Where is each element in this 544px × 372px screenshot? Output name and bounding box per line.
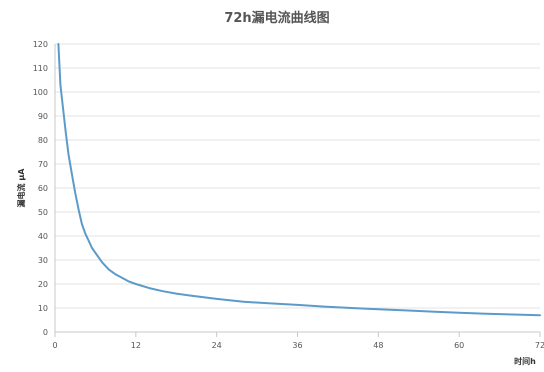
y-tick-label: 30 bbox=[38, 256, 48, 265]
y-tick-label: 50 bbox=[38, 208, 48, 217]
x-axis-label: 时间h bbox=[514, 356, 536, 366]
y-tick-label: 90 bbox=[38, 112, 48, 121]
y-tick-label: 120 bbox=[33, 40, 48, 49]
y-tick-label: 70 bbox=[38, 160, 48, 169]
axes bbox=[54, 44, 541, 337]
series-line bbox=[57, 43, 541, 317]
x-tick-label: 0 bbox=[52, 341, 57, 350]
x-tick-label: 48 bbox=[373, 341, 383, 350]
x-tick-label: 24 bbox=[212, 341, 222, 350]
y-tick-label: 10 bbox=[38, 304, 48, 313]
y-tick-label: 80 bbox=[38, 136, 48, 145]
x-tick-label: 36 bbox=[292, 341, 302, 350]
y-tick-label: 0 bbox=[43, 328, 48, 337]
y-axis-label: 漏电流 μA bbox=[16, 168, 26, 208]
series-layer bbox=[57, 43, 541, 317]
y-tick-label: 20 bbox=[38, 280, 48, 289]
y-tick-label: 60 bbox=[38, 184, 48, 193]
gridlines bbox=[55, 43, 540, 309]
tick-labels: 0 10 20 30 40 50 60 70 80 90 100 110 120 0 12 24 36 48 60 7… bbox=[33, 40, 544, 350]
y-tick-label: 100 bbox=[33, 88, 48, 97]
y-tick-label: 110 bbox=[33, 64, 48, 73]
x-tick-label: 60 bbox=[454, 341, 464, 350]
chart-title: 72h漏电流曲线图 bbox=[224, 10, 329, 26]
x-tick-label: 12 bbox=[131, 341, 141, 350]
x-tick-label: 72 bbox=[535, 341, 544, 350]
y-tick-label: 40 bbox=[38, 232, 48, 241]
